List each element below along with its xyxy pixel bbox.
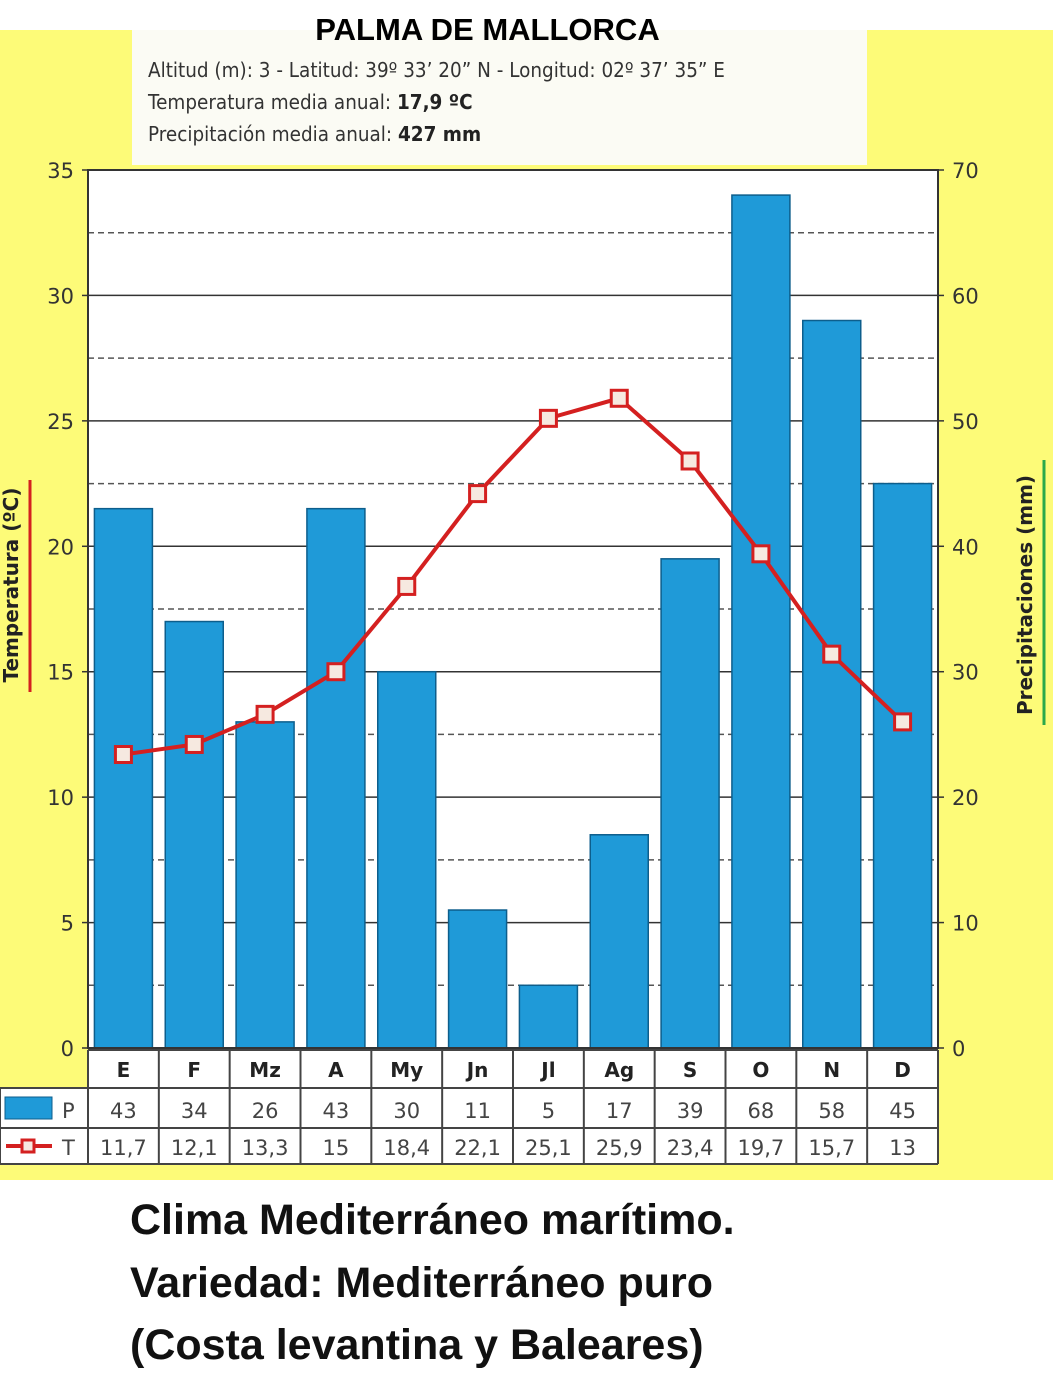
temperature-line xyxy=(123,396,904,757)
temp-value: 23,4 xyxy=(667,1136,714,1160)
annual-temperature-value: 17,9 ºC xyxy=(396,90,473,114)
left-tick-label: 25 xyxy=(47,410,74,434)
right-tick-label: 10 xyxy=(952,912,979,936)
caption-line-1: Clima Mediterráneo marítimo. xyxy=(130,1196,735,1244)
temperature-marker-Jl xyxy=(538,408,558,428)
temperature-marker-Ag xyxy=(609,388,629,408)
precip-bar-S xyxy=(660,558,720,1049)
month-label: S xyxy=(683,1058,697,1082)
precip-bar-Ag xyxy=(589,834,649,1049)
precip-bar-My xyxy=(377,670,437,1049)
month-label: O xyxy=(752,1058,769,1082)
temp-value: 13,3 xyxy=(242,1136,289,1160)
temperature-marker-My xyxy=(397,576,417,596)
temp-value: 22,1 xyxy=(454,1136,501,1160)
left-tick-label: 30 xyxy=(47,284,74,308)
annual-temperature: Temperatura media anual: 17,9 ºC xyxy=(148,90,473,114)
temperature-marker-F xyxy=(184,734,204,754)
right-tick-label: 60 xyxy=(952,284,979,308)
right-tick-label: 30 xyxy=(952,661,979,685)
precip-bar-Jn xyxy=(447,909,508,1049)
precip-bar-N xyxy=(802,319,862,1049)
temp-value: 13 xyxy=(889,1136,916,1160)
right-tick-label: 40 xyxy=(952,535,979,559)
month-label: N xyxy=(823,1058,840,1082)
left-tick-label: 15 xyxy=(47,661,74,685)
precip-value: 5 xyxy=(542,1099,555,1123)
precip-value: 34 xyxy=(181,1099,208,1123)
left-tick-label: 10 xyxy=(47,786,74,810)
left-tick-label: 35 xyxy=(47,159,74,183)
right-tick-label: 70 xyxy=(952,159,979,183)
legend-temp-marker xyxy=(20,1138,36,1154)
temp-value: 15,7 xyxy=(808,1136,855,1160)
temp-value: 15 xyxy=(323,1136,350,1160)
annual-temperature-label: Temperatura media anual: xyxy=(148,90,397,114)
right-axis-label: Precipitaciones (mm) xyxy=(1013,475,1037,715)
caption-line-3: (Costa levantina y Baleares) xyxy=(130,1321,704,1369)
precip-value: 30 xyxy=(393,1099,420,1123)
temperature-marker-O xyxy=(751,544,771,564)
precip-value: 43 xyxy=(323,1099,350,1123)
temp-value: 18,4 xyxy=(383,1136,430,1160)
precip-bar-E xyxy=(93,507,154,1049)
temperature-marker-E xyxy=(113,744,133,764)
annual-precipitation-label: Precipitación media anual: xyxy=(148,122,398,146)
legend-temp-label: T xyxy=(61,1136,75,1160)
precip-value: 58 xyxy=(818,1099,845,1123)
temperature-marker-S xyxy=(680,451,700,471)
precip-bar-A xyxy=(306,507,366,1049)
precip-value: 39 xyxy=(677,1099,704,1123)
chart-title: PALMA DE MALLORCA xyxy=(315,12,660,47)
left-tick-label: 0 xyxy=(61,1037,74,1061)
temp-value: 25,9 xyxy=(596,1136,643,1160)
left-tick-label: 20 xyxy=(47,535,74,559)
table-data-rows xyxy=(0,1088,938,1164)
annual-precipitation-value: 427 mm xyxy=(397,122,482,146)
temperature-marker-Jn xyxy=(468,484,488,504)
caption-line-2: Variedad: Mediterráneo puro xyxy=(130,1259,714,1307)
precip-bar-Jl xyxy=(518,984,579,1049)
precip-bar-Mz xyxy=(235,721,295,1049)
precip-value: 68 xyxy=(748,1099,775,1123)
month-label: Jl xyxy=(539,1058,555,1082)
precip-value: 17 xyxy=(606,1099,633,1123)
temp-value: 12,1 xyxy=(171,1136,218,1160)
month-label: A xyxy=(328,1058,344,1082)
month-label: My xyxy=(390,1058,423,1082)
legend-precip-label: P xyxy=(62,1099,75,1123)
temp-value: 19,7 xyxy=(738,1136,785,1160)
right-tick-label: 50 xyxy=(952,410,979,434)
temperature-marker-D xyxy=(893,712,913,732)
temperature-marker-Mz xyxy=(255,704,275,724)
annual-precipitation: Precipitación media anual: 427 mm xyxy=(148,122,481,146)
precip-value: 11 xyxy=(464,1099,491,1123)
legend-precip-swatch xyxy=(4,1096,53,1120)
precip-value: 26 xyxy=(252,1099,279,1123)
precip-bar-D xyxy=(872,482,933,1049)
location-line: Altitud (m): 3 - Latitud: 39º 33’ 20” N … xyxy=(148,58,725,82)
temperature-marker-N xyxy=(822,644,842,664)
month-label: Jn xyxy=(465,1058,489,1082)
precip-bar-F xyxy=(164,620,224,1049)
temp-value: 25,1 xyxy=(525,1136,572,1160)
info-box xyxy=(132,30,867,165)
month-label: D xyxy=(894,1058,911,1082)
month-label: E xyxy=(117,1058,131,1082)
plot-frame xyxy=(87,169,939,1049)
precip-value: 43 xyxy=(110,1099,137,1123)
right-tick-label: 0 xyxy=(952,1037,965,1061)
month-label: Mz xyxy=(249,1058,281,1082)
precip-bar-O xyxy=(731,194,791,1049)
right-tick-label: 20 xyxy=(952,786,979,810)
left-tick-label: 5 xyxy=(61,912,74,936)
left-axis-label: Temperatura (ºC) xyxy=(0,488,23,683)
month-label: Ag xyxy=(604,1058,634,1082)
month-label: F xyxy=(187,1058,201,1082)
temperature-marker-A xyxy=(326,662,346,682)
precip-value: 45 xyxy=(889,1099,916,1123)
temp-value: 11,7 xyxy=(100,1136,147,1160)
